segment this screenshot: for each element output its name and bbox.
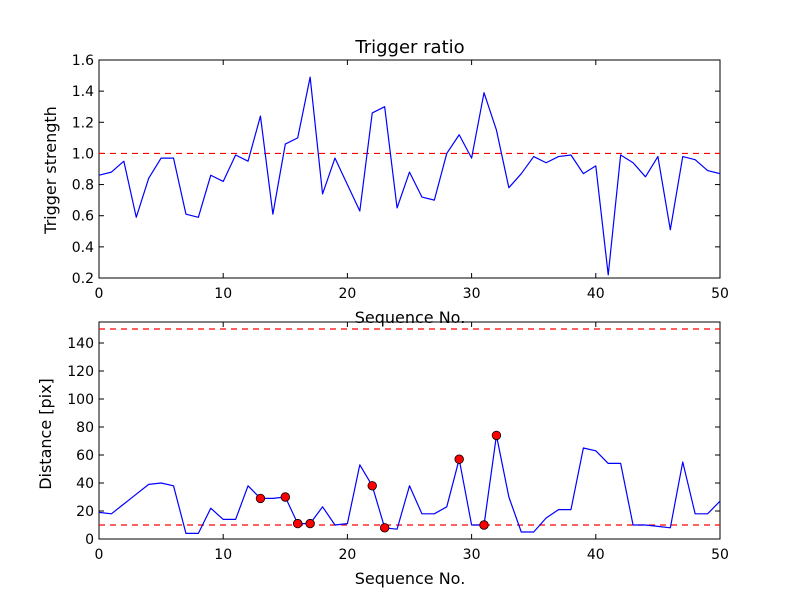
data-point-marker <box>454 454 464 464</box>
y-tick-label: 40 <box>76 476 94 492</box>
y-tick-label: 80 <box>76 420 94 436</box>
x-tick-label: 40 <box>587 547 605 563</box>
data-point-marker <box>479 520 489 530</box>
x-tick-label: 0 <box>95 547 104 563</box>
plot-area <box>99 76 720 276</box>
y-tick-label: 1.0 <box>72 146 94 162</box>
y-tick-label: 0.2 <box>72 271 94 287</box>
y-tick-label: 1.4 <box>72 84 94 100</box>
y-tick-label: 60 <box>76 448 94 464</box>
series-line <box>99 434 720 535</box>
tick-layer: 0 10 20 30 40 50 0 20 40 60 80 100 120 140 <box>67 321 729 563</box>
y-tick-label: 120 <box>67 364 94 380</box>
trigger-ratio-chart: Trigger ratio Sequence No. Trigger stren… <box>41 37 729 327</box>
x-tick-label: 10 <box>214 547 232 563</box>
axes-frame <box>98 321 721 540</box>
axes-frame <box>98 59 721 279</box>
data-point-marker <box>379 523 390 533</box>
x-tick-label: 50 <box>711 547 729 563</box>
x-tick-label: 10 <box>214 286 232 302</box>
x-tick-label: 20 <box>338 286 356 302</box>
y-axis-label: Distance [pix] <box>36 378 55 490</box>
y-axis-label: Trigger strength <box>41 106 60 235</box>
data-point-marker <box>255 493 266 504</box>
plot-area <box>99 328 720 535</box>
plot-clip <box>99 76 720 276</box>
y-tick-label: 0 <box>85 532 94 548</box>
x-tick-label: 20 <box>338 547 356 563</box>
y-tick-label: 100 <box>67 392 94 408</box>
y-tick-label: 140 <box>67 336 94 352</box>
data-point-marker <box>280 492 291 502</box>
x-tick-label: 0 <box>95 286 104 302</box>
data-point-marker <box>491 430 502 441</box>
data-point-marker <box>293 518 303 529</box>
x-tick-label: 40 <box>587 286 605 302</box>
distance-chart: Sequence No. Distance [pix] 0 10 20 30 40 500… <box>36 321 729 588</box>
x-axis-label: Sequence No. <box>355 569 466 588</box>
plot-clip <box>99 328 720 535</box>
x-tick-label: 30 <box>463 547 481 563</box>
y-tick-label: 0.6 <box>72 209 94 225</box>
y-tick-label: 0.4 <box>72 240 94 256</box>
data-point-marker <box>367 481 377 491</box>
y-tick-label: 1.2 <box>72 115 94 131</box>
y-tick-label: 0.8 <box>72 178 94 194</box>
x-tick-label: 50 <box>711 286 729 302</box>
data-point-marker <box>305 518 315 529</box>
chart-title: Trigger ratio <box>354 37 464 58</box>
y-tick-label: 1.6 <box>72 53 94 69</box>
x-tick-label: 30 <box>463 286 481 302</box>
series-line <box>99 76 720 276</box>
tick-layer: 0 10 20 30 40 50 0.2 0.4 0.6 0.8 1.0 1.2 1.4 1.6 <box>72 53 729 302</box>
y-tick-label: 20 <box>76 504 94 520</box>
x-axis-label: Sequence No. <box>355 308 466 327</box>
